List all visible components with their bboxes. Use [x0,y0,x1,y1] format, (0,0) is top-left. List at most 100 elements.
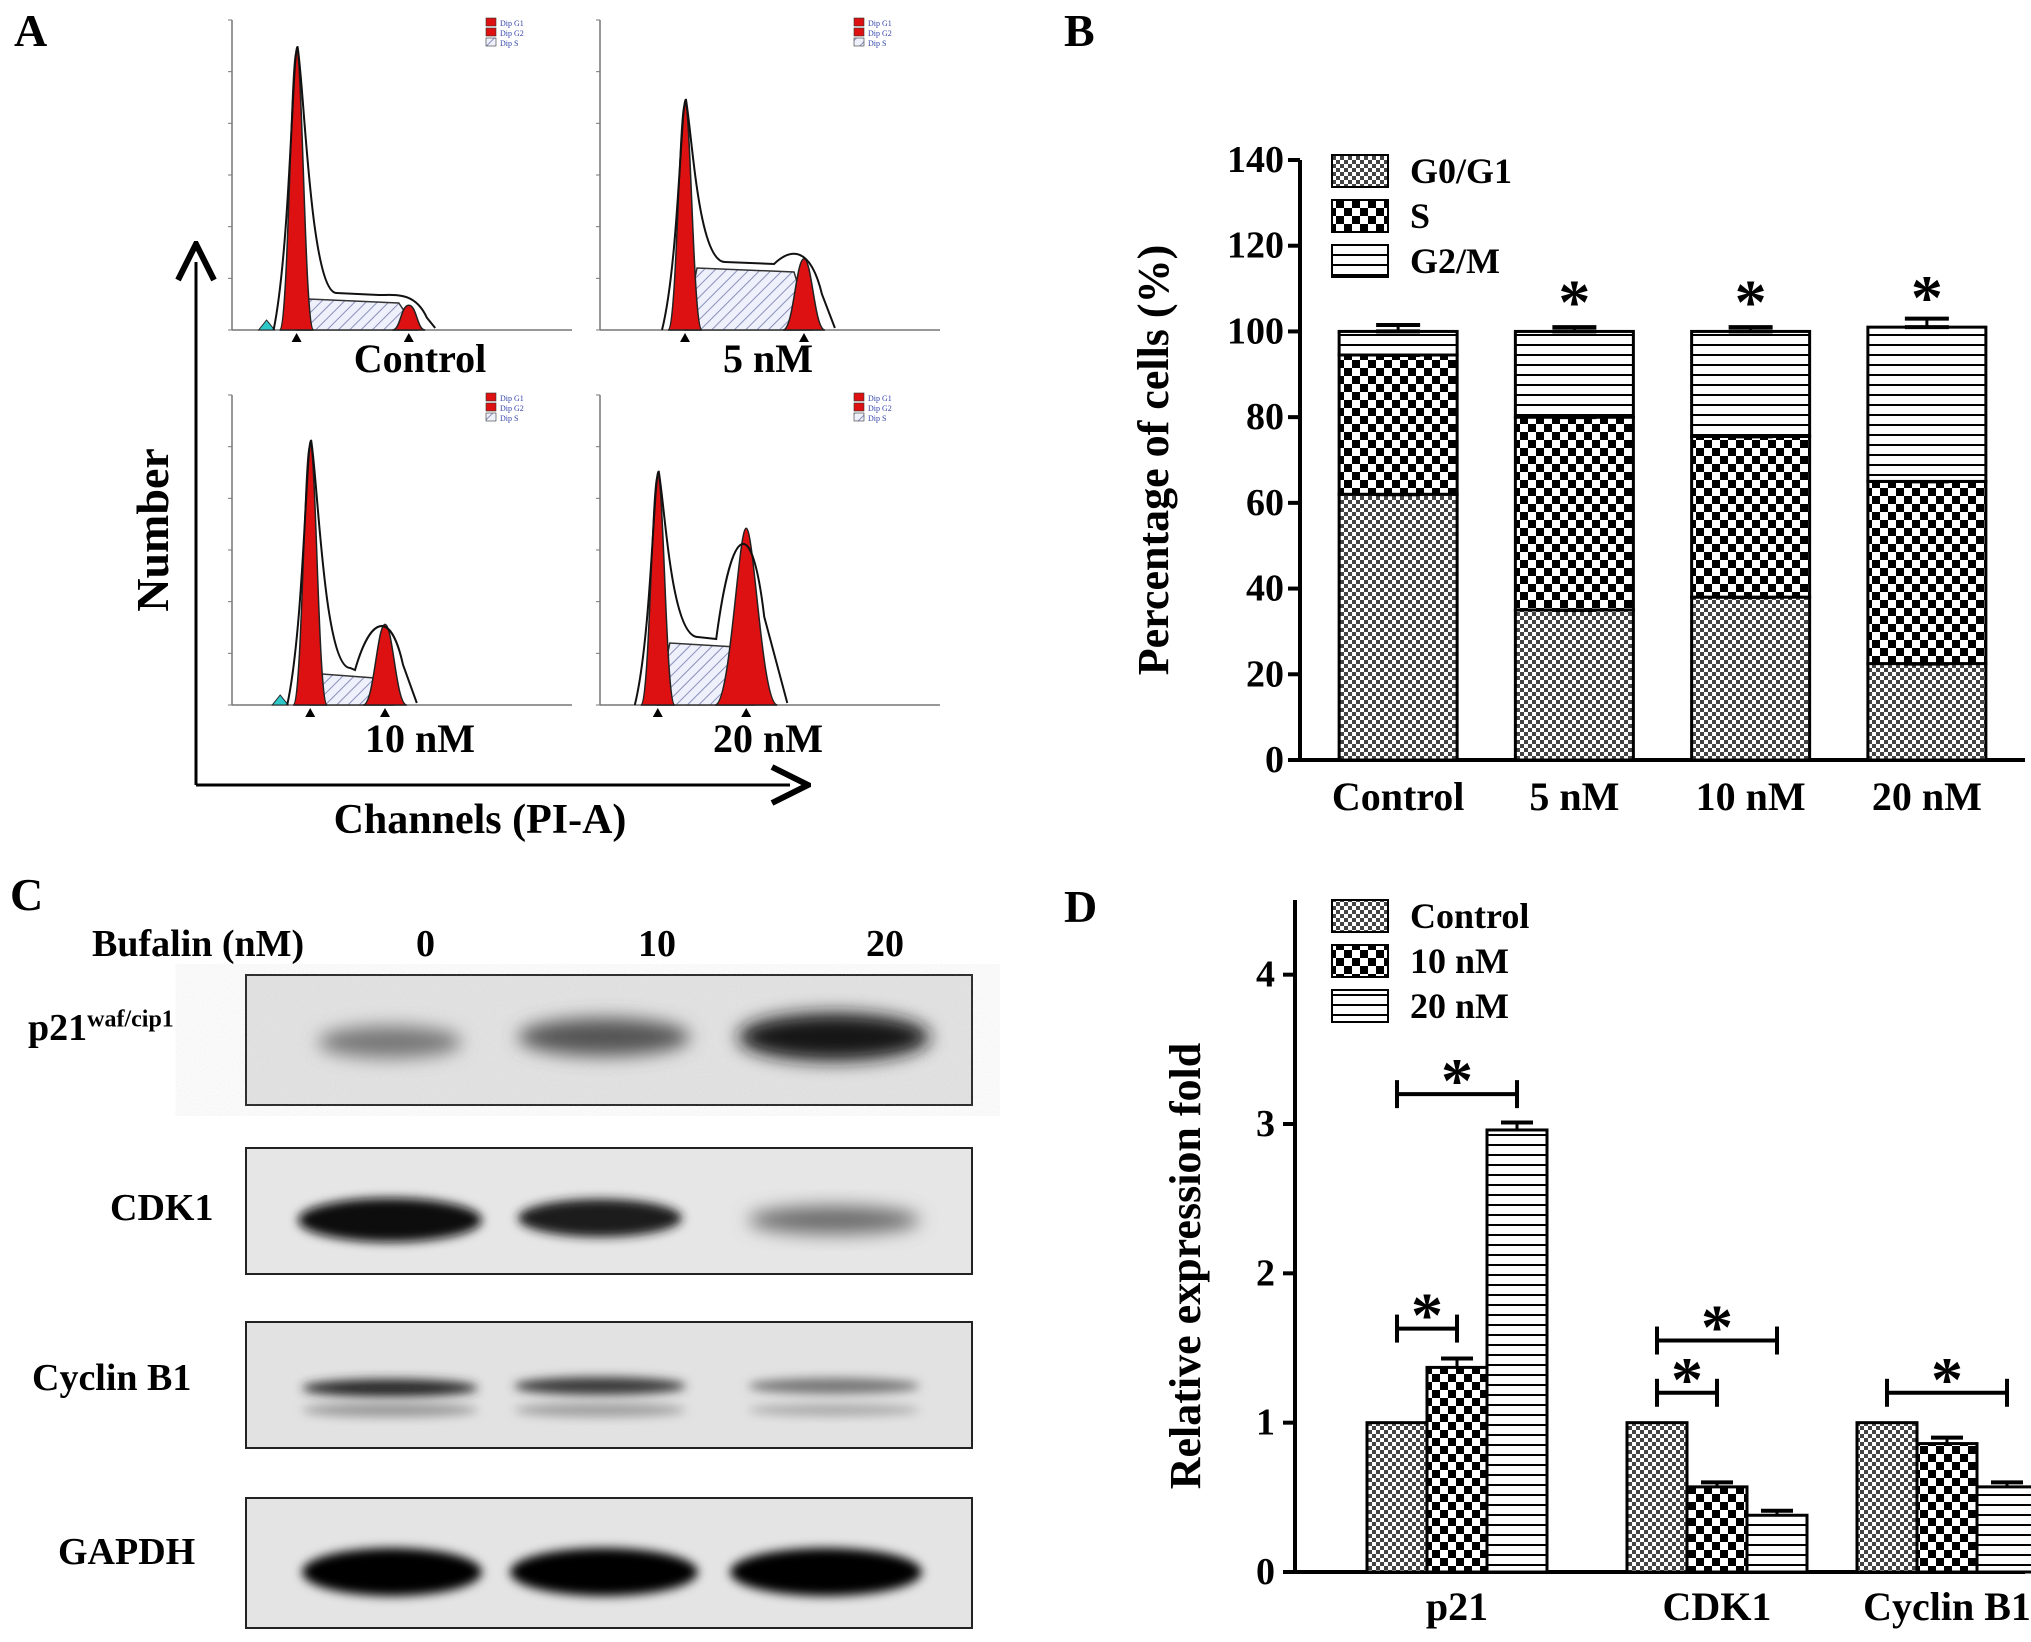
debris-peak [271,694,290,706]
legend-label: G0/G1 [1410,151,1512,191]
legend-swatch [1331,154,1389,188]
legend-label: G2/M [1410,241,1500,281]
y-tick-label: 0 [1265,739,1284,781]
fit-envelope [633,470,789,706]
debris-peak [257,319,276,331]
mini-legend-label: Dip G2 [500,404,524,413]
y-axis-label: Relative expression fold [1161,1043,1210,1490]
x-tick-label: CDK1 [1663,1584,1772,1629]
x-tick-label: 20 nM [1872,774,1982,819]
legend-label: Control [1410,896,1529,936]
fit-envelope [661,98,836,331]
mini-legend-swatch [485,412,497,422]
y-tick-label: 1 [1256,1402,1275,1444]
peak-marker [291,333,302,342]
peak-marker [380,708,390,717]
bar-Control-p21 [1365,1421,1429,1574]
mini-legend-swatch [853,17,865,27]
dip-g2-peak [392,304,426,331]
mini-legend-swatch [853,402,865,412]
significance-mark: * [1735,266,1767,337]
bar-S-2 [1690,434,1812,599]
bar-Control-CDK1 [1625,1421,1689,1574]
blot-p21 [245,974,973,1106]
bar-G0-G1-0 [1337,492,1459,762]
legend-swatch [1331,944,1389,978]
y-tick-label: 40 [1246,568,1284,610]
y-tick-label: 60 [1246,482,1284,524]
legend-swatch [1331,899,1389,933]
mini-legend-label: Dip G1 [868,19,892,28]
bar-G0-G1-1 [1513,608,1635,762]
x-tick-label: Control [1332,774,1465,819]
mini-legend-label: Dip G1 [500,394,524,403]
y-tick-label: 0 [1256,1551,1275,1593]
bar-G2-M-0 [1337,329,1459,357]
band-gapdh-lane3 [730,1548,922,1596]
legend-swatch [1331,989,1389,1023]
mini-legend-swatch [853,392,865,402]
significance-mark: * [1411,1280,1443,1351]
band-p21-lane1 [318,1026,462,1058]
y-tick-label: 120 [1227,225,1284,267]
bar-20-nM-p21 [1485,1128,1549,1574]
bar-10-nM-p21 [1425,1365,1489,1574]
mini-legend-swatch [485,17,497,27]
x-tick-label: Cyclin B1 [1863,1584,2031,1629]
lane-label-20: 20 [866,923,904,965]
legend-swatch [1331,244,1389,278]
band-gapdh-lane1 [302,1548,482,1596]
significance-mark: * [1441,1045,1473,1116]
x-tick-label: 10 nM [1696,774,1806,819]
mini-legend-label: Dip S [500,39,518,48]
legend-label: 10 nM [1410,941,1509,981]
lane-label-10: 10 [638,923,676,965]
significance-mark: * [1931,1344,1963,1415]
western-blot-panel [245,974,973,1629]
peak-marker [799,333,809,342]
mini-legend-label: Dip S [868,39,886,48]
mini-legend-label: Dip G2 [868,29,892,38]
band-p21-lane2 [518,1018,690,1056]
legend-label: S [1410,196,1430,236]
cyclin-b1-label: Cyclin B1 [32,1357,192,1399]
x-tick-label: p21 [1426,1584,1488,1629]
bar-10-nM-Cyclin-B1 [1915,1442,1979,1574]
cell-cycle-stacked-bar-chart: 0 20 40 60 80 100 120 140 Percentage of cells (%… [1129,139,2025,819]
y-tick-label: 100 [1227,310,1284,352]
number-axis-label: Number [127,448,178,612]
band-cdk1-lane1 [298,1198,482,1242]
mini-legend-label: Dip S [500,414,518,423]
band-cyclinb1-lane1 [302,1379,478,1397]
band-cyclinb1-lane3 [748,1378,920,1394]
fit-envelope [286,439,418,706]
mini-legend-swatch [485,402,497,412]
mini-legend-label: Dip G1 [868,394,892,403]
significance-mark: * [1701,1292,1733,1363]
gapdh-label: GAPDH [58,1531,196,1573]
bar-Control-Cyclin-B1 [1855,1421,1919,1574]
histogram-label: Control [354,336,487,381]
mini-legend-swatch [853,37,865,47]
legend-label: 20 nM [1410,986,1509,1026]
panel-letter-b: B [1064,5,1095,56]
x-tick-label: 5 nM [1529,774,1619,819]
cdk1-label: CDK1 [110,1187,214,1229]
y-tick-label: 3 [1256,1103,1275,1145]
peak-marker [680,333,690,342]
peak-marker [741,708,752,717]
significance-mark: * [1671,1344,1703,1415]
peak-marker [403,333,414,342]
bar-G0-G1-2 [1690,595,1812,762]
bar-G2-M-1 [1513,329,1635,419]
significance-mark: * [1558,266,1590,337]
histogram-label: 5 nM [723,336,813,381]
bar-S-3 [1866,479,1988,666]
bar-G2-M-3 [1866,325,1988,483]
blot-gapdh [245,1497,973,1629]
legend-swatch [1331,199,1389,233]
panel-letter-a: A [14,5,48,56]
